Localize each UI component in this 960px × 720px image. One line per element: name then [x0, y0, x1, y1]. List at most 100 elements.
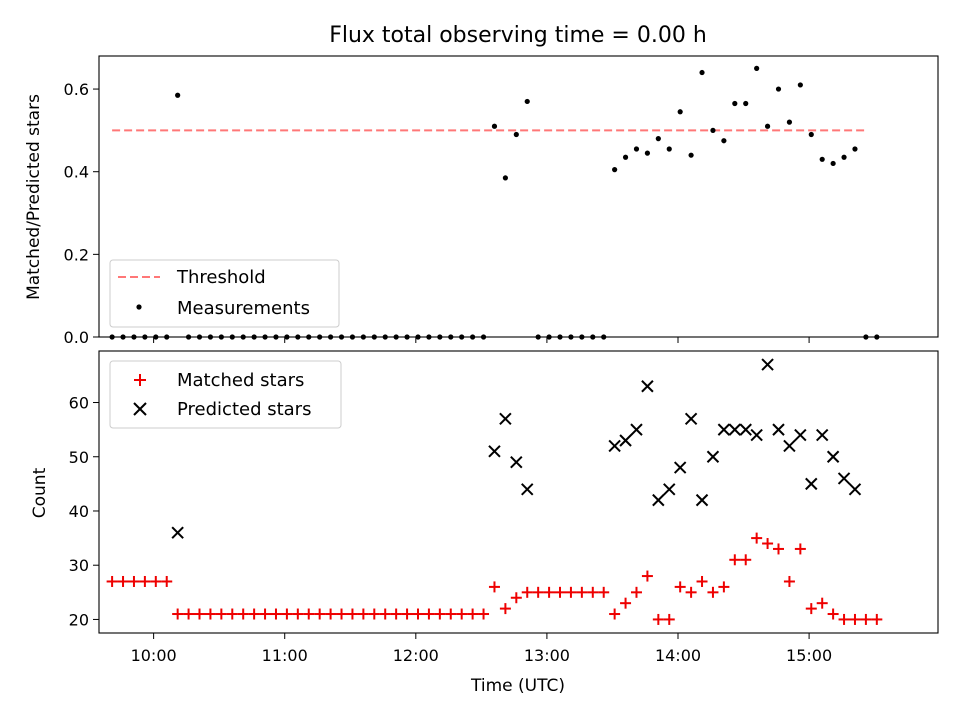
predicted-star-point	[794, 428, 807, 442]
matched-star-point	[729, 554, 741, 566]
matched-star-point	[303, 608, 315, 620]
predicted-star-point	[630, 423, 643, 436]
measurement-point	[830, 160, 836, 167]
bottom-y-ticks: 20 30 40 50 60	[69, 394, 99, 629]
x-tick-label: 15:00	[786, 646, 832, 665]
matched-star-point	[554, 586, 566, 598]
measurement-point	[612, 167, 618, 173]
matched-star-point	[270, 608, 282, 620]
predicted-star-point	[826, 450, 840, 463]
matched-star-point	[478, 608, 490, 620]
matched-star-point	[762, 538, 774, 550]
matched-star-point	[816, 597, 828, 609]
matched-star-point	[183, 608, 195, 620]
measurement-point	[644, 150, 651, 156]
matched-star-point	[740, 554, 752, 566]
measurement-point	[633, 146, 640, 152]
measurement-point	[491, 123, 498, 129]
measurement-point	[677, 109, 683, 115]
x-tick-label: 11:00	[262, 646, 308, 665]
predicted-star-point	[750, 428, 763, 442]
predicted-star-point	[837, 472, 851, 485]
y-tick-label: 0.4	[64, 163, 89, 182]
measurement-point	[841, 154, 847, 160]
bottom-legend: Matched stars Predicted stars	[109, 360, 342, 429]
matched-star-point	[838, 613, 850, 625]
measurement-point	[786, 119, 793, 125]
matched-star-point	[346, 608, 358, 620]
measurements-legend-marker	[136, 304, 142, 310]
top-y-axis-label: Matched/Predicted stars	[24, 94, 44, 300]
matched-star-point	[172, 608, 184, 620]
matched-star-point	[226, 608, 238, 620]
measurement-point	[732, 100, 738, 107]
matched-star-point	[161, 575, 173, 587]
matched-star-point	[357, 608, 369, 620]
predicted-star-point	[684, 412, 698, 425]
threshold-legend-label: Threshold	[176, 267, 266, 288]
measurements-legend-label: Measurements	[177, 298, 310, 319]
matched-star-point	[499, 603, 511, 615]
matched-star-point	[401, 608, 413, 620]
measurement-point	[797, 82, 803, 88]
measurements-layer	[109, 65, 880, 340]
measurement-point	[513, 131, 519, 138]
matched-star-point	[707, 586, 719, 598]
matched-star-point	[609, 608, 621, 620]
predicted-star-point	[663, 483, 676, 496]
predicted-legend-label: Predicted stars	[177, 399, 311, 420]
matched-star-point	[696, 575, 708, 587]
matched-star-point	[390, 608, 402, 620]
matched-star-point	[281, 608, 293, 620]
x-tick-label: 14:00	[655, 646, 701, 665]
matched-star-point	[248, 608, 260, 620]
matched-star-point	[663, 613, 675, 625]
matched-star-point	[488, 581, 500, 593]
measurement-point	[699, 69, 705, 76]
matched-star-point	[237, 608, 249, 620]
top-panel: 0.0 0.2 0.4 0.6 Matched/Predicted stars Thr…	[24, 55, 939, 347]
matched-star-point	[751, 532, 763, 544]
top-legend: Threshold Measurements	[109, 259, 340, 328]
predicted-star-point	[499, 412, 512, 425]
y-tick-label: 0.0	[64, 328, 89, 347]
matched-star-point	[204, 608, 216, 620]
matched-star-point	[215, 608, 227, 620]
matched-star-point	[292, 608, 304, 620]
matched-star-point	[150, 575, 162, 587]
x-axis-label: Time (UTC)	[470, 676, 565, 696]
matched-star-point	[456, 608, 468, 620]
measurement-point	[688, 152, 694, 158]
y-tick-label: 0.6	[64, 80, 89, 99]
bottom-panel: 20 30 40 50 60 10:00 11:00 12:00 13:00 14:00 15:0…	[30, 350, 939, 696]
predicted-star-point	[652, 493, 665, 507]
y-tick-label: 20	[69, 610, 89, 629]
measurement-point	[852, 146, 858, 152]
matched-star-point	[641, 570, 653, 582]
matched-star-point	[630, 586, 642, 598]
bottom-y-axis-label: Count	[30, 467, 50, 518]
matched-star-point	[652, 613, 664, 625]
y-tick-label: 60	[69, 394, 89, 413]
matched-star-point	[368, 608, 380, 620]
predicted-star-point	[848, 483, 862, 496]
measurement-point	[808, 131, 814, 138]
matched-legend-marker	[134, 374, 146, 386]
top-legend-box	[109, 259, 340, 328]
y-tick-label: 30	[69, 556, 89, 575]
measurement-point	[666, 146, 672, 152]
matched-star-point	[117, 575, 129, 587]
matched-star-point	[620, 597, 632, 609]
measurement-point	[655, 136, 661, 142]
matched-star-point	[467, 608, 479, 620]
matched-star-point	[860, 613, 872, 625]
measurement-point	[502, 175, 508, 181]
matched-star-point	[849, 613, 861, 625]
chart-title: Flux total observing time = 0.00 h	[329, 23, 707, 48]
predicted-star-point	[171, 526, 184, 539]
matched-star-point	[445, 608, 457, 620]
predicted-star-point	[510, 455, 523, 469]
predicted-star-point	[815, 428, 829, 442]
measurement-point	[524, 98, 530, 105]
matched-star-point	[379, 608, 391, 620]
